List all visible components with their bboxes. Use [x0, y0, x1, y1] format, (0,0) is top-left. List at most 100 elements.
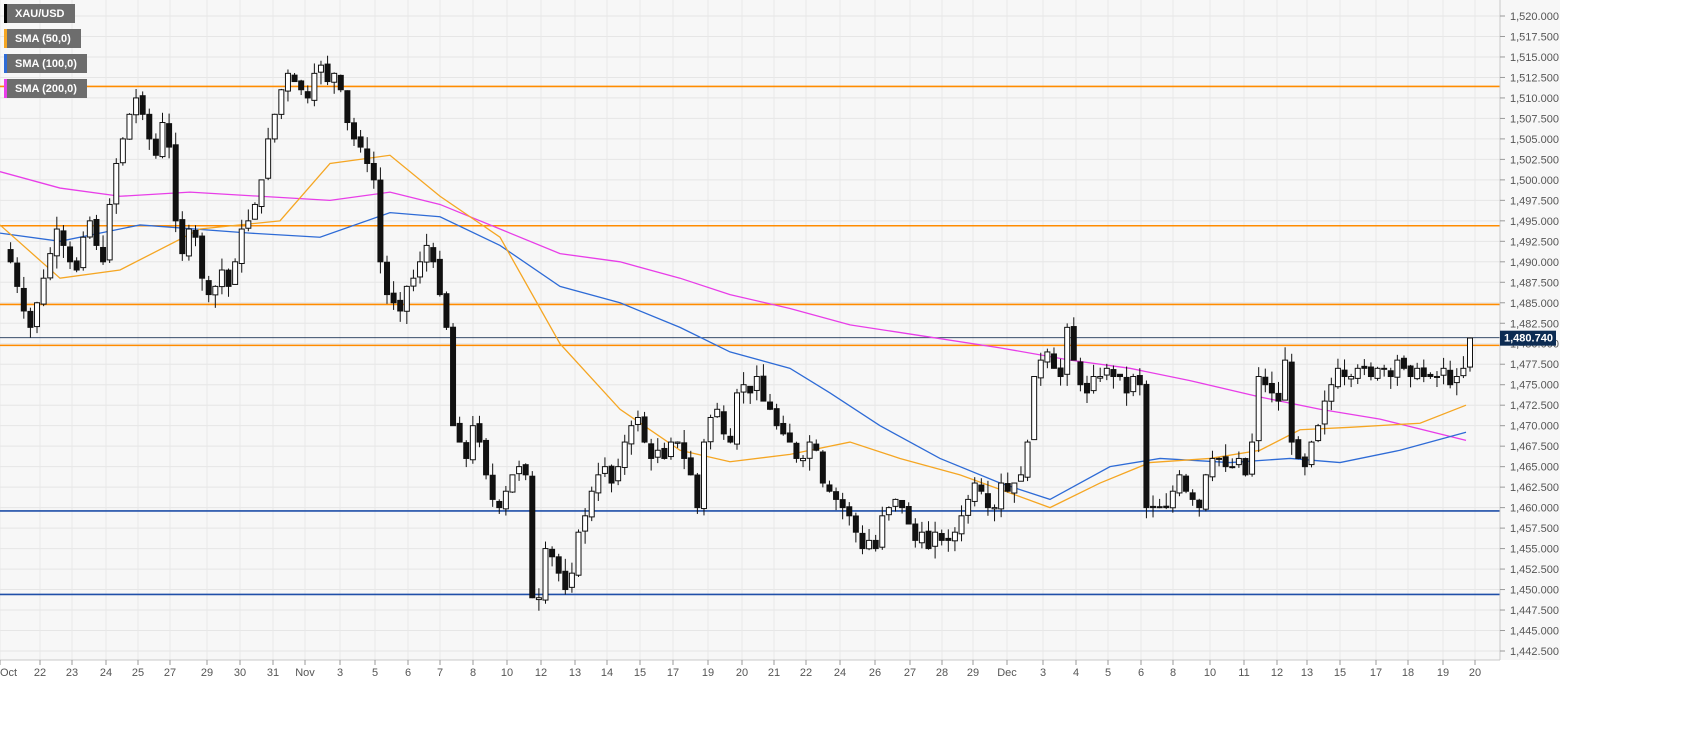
candle-up [588, 490, 595, 518]
candle-down [377, 179, 384, 263]
y-tick-label: 1,462.500 [1510, 482, 1559, 494]
candle-down [67, 246, 74, 263]
candle-down [291, 74, 298, 83]
candle-down [522, 464, 529, 476]
candle-up [1453, 376, 1460, 384]
candle-down [1295, 439, 1302, 459]
x-tick-label: 25 [132, 667, 144, 679]
candle-down [27, 310, 34, 328]
legend: XAU/USD SMA (50,0) SMA (100,0) SMA (200,… [4, 4, 87, 104]
legend-item-sma50: SMA (50,0) [4, 29, 81, 48]
candle-down [681, 442, 688, 459]
candle-up [119, 138, 126, 164]
candle-down [1123, 376, 1130, 394]
candle-up [753, 376, 760, 391]
candle-down [443, 293, 450, 328]
candle-down [1341, 369, 1348, 378]
candle-down [100, 246, 107, 263]
candle-down [872, 539, 879, 550]
y-tick-label: 1,442.500 [1510, 646, 1559, 658]
y-tick-label: 1,505.000 [1510, 134, 1559, 146]
current-price-tag: 1,480.740 [1500, 330, 1556, 346]
y-tick-label: 1,502.500 [1510, 154, 1559, 166]
candle-down [73, 260, 80, 271]
candle-down [1447, 369, 1454, 386]
x-tick-label: 11 [1238, 667, 1249, 679]
candle-down [1268, 382, 1275, 394]
candle-down [390, 292, 397, 304]
candle-down [463, 442, 470, 459]
y-axis: 1,520.000 1,517.500 1,515.000 1,512.500 1,51… [1500, 11, 1559, 658]
x-tick-label: 6 [405, 667, 411, 679]
x-tick-label: Oct [0, 667, 17, 679]
x-tick-label: 15 [1334, 667, 1346, 679]
y-tick-label: 1,497.500 [1510, 195, 1559, 207]
candle-down [60, 230, 67, 246]
candle-up [185, 228, 192, 257]
candle-down [1117, 373, 1124, 378]
candle-up [621, 441, 628, 468]
y-tick-label: 1,450.000 [1510, 585, 1559, 597]
y-tick-label: 1,477.500 [1510, 359, 1559, 371]
candles [7, 55, 1473, 611]
candle-up [932, 531, 939, 547]
candle-down [304, 91, 311, 99]
candle-down [1407, 365, 1414, 378]
candle-down [549, 548, 556, 558]
candle-down [1367, 366, 1374, 378]
y-tick-label: 1,467.500 [1510, 441, 1559, 453]
candle-up [1176, 474, 1183, 494]
x-tick-label: 29 [967, 667, 979, 679]
candle-down [1156, 506, 1163, 509]
candle-up [1394, 359, 1401, 378]
x-tick-label: Dec [997, 667, 1017, 679]
candle-up [991, 507, 998, 510]
y-tick-label: 1,472.500 [1510, 400, 1559, 412]
candle-down [529, 475, 536, 599]
plot-background [0, 0, 1560, 660]
candle-down [648, 443, 655, 459]
candle-down [14, 262, 21, 287]
candle-up [971, 482, 978, 502]
sma100-line [0, 211, 1467, 501]
candle-up [245, 220, 252, 229]
y-tick-label: 1,515.000 [1510, 52, 1559, 64]
candle-down [357, 136, 364, 148]
legend-item-sma100: SMA (100,0) [4, 54, 87, 73]
candle-down [1143, 383, 1150, 509]
candle-up [1024, 441, 1031, 478]
candle-down [661, 447, 668, 459]
x-tick-label: Nov [295, 667, 315, 679]
y-tick-label: 1,482.500 [1510, 318, 1559, 330]
candle-up [1381, 367, 1388, 370]
candle-down [370, 162, 377, 181]
legend-item-xauusd: XAU/USD [4, 4, 75, 23]
legend-label: XAU/USD [15, 7, 65, 20]
x-tick-label: 12 [1271, 667, 1283, 679]
x-tick-label: 18 [1402, 667, 1414, 679]
candle-down [384, 261, 391, 296]
y-tick-label: 1,485.000 [1510, 298, 1559, 310]
candle-up [542, 548, 549, 601]
y-tick-label: 1,492.500 [1510, 236, 1559, 248]
candle-up [654, 449, 661, 458]
candle-up [423, 244, 430, 263]
candle-up [271, 113, 278, 140]
candle-down [641, 416, 648, 443]
candle-up [601, 466, 608, 474]
candle-up [1011, 482, 1018, 494]
x-tick-label: 20 [1469, 667, 1481, 679]
candle-down [793, 442, 800, 459]
candle-up [403, 285, 410, 312]
y-tick-label: 1,500.000 [1510, 175, 1559, 187]
x-tick-label: 8 [470, 667, 476, 679]
candle-down [819, 451, 826, 484]
candle-up [278, 89, 285, 115]
x-tick-label: 5 [1105, 667, 1111, 679]
candle-down [1222, 456, 1229, 468]
candle-down [562, 570, 569, 591]
candle-up [47, 253, 54, 279]
candle-down [397, 299, 404, 312]
candle-down [687, 457, 694, 476]
candle-up [1321, 400, 1328, 425]
